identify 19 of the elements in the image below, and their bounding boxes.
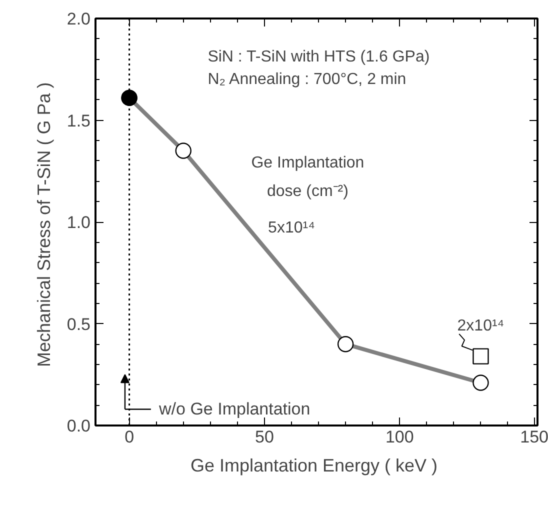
x-tick-label: 50 bbox=[255, 428, 274, 446]
y-tick-label: 1.0 bbox=[66, 213, 91, 232]
x-tick-label: 100 bbox=[385, 428, 414, 446]
x-tick-label: 0 bbox=[124, 428, 134, 446]
x-tick-label: 150 bbox=[520, 428, 548, 446]
y-axis-title: Mechanical Stress of T-SiN ( G Pa ) bbox=[34, 82, 54, 368]
y-tick-label: 2.0 bbox=[66, 10, 91, 28]
y-tick-label: 1.5 bbox=[66, 111, 91, 130]
annotation: 2x10¹⁴ bbox=[457, 317, 504, 334]
y-tick-label: 0.0 bbox=[66, 416, 91, 436]
x-axis-title: Ge Implantation Energy ( keV ) bbox=[190, 456, 438, 476]
annotation: 5x10¹⁴ bbox=[268, 220, 316, 237]
annotation: N₂ Annealing : 700°C, 2 min bbox=[208, 71, 406, 88]
point bbox=[472, 348, 489, 364]
annotation: SiN : T-SiN with HTS (1.6 GPa) bbox=[208, 48, 430, 66]
y-tick-label: 0.5 bbox=[66, 314, 91, 334]
annotation: w/o Ge Implantation bbox=[158, 400, 310, 419]
annotation: Ge Implantation bbox=[251, 154, 364, 172]
annotation: dose (cm⁻²) bbox=[266, 182, 348, 200]
